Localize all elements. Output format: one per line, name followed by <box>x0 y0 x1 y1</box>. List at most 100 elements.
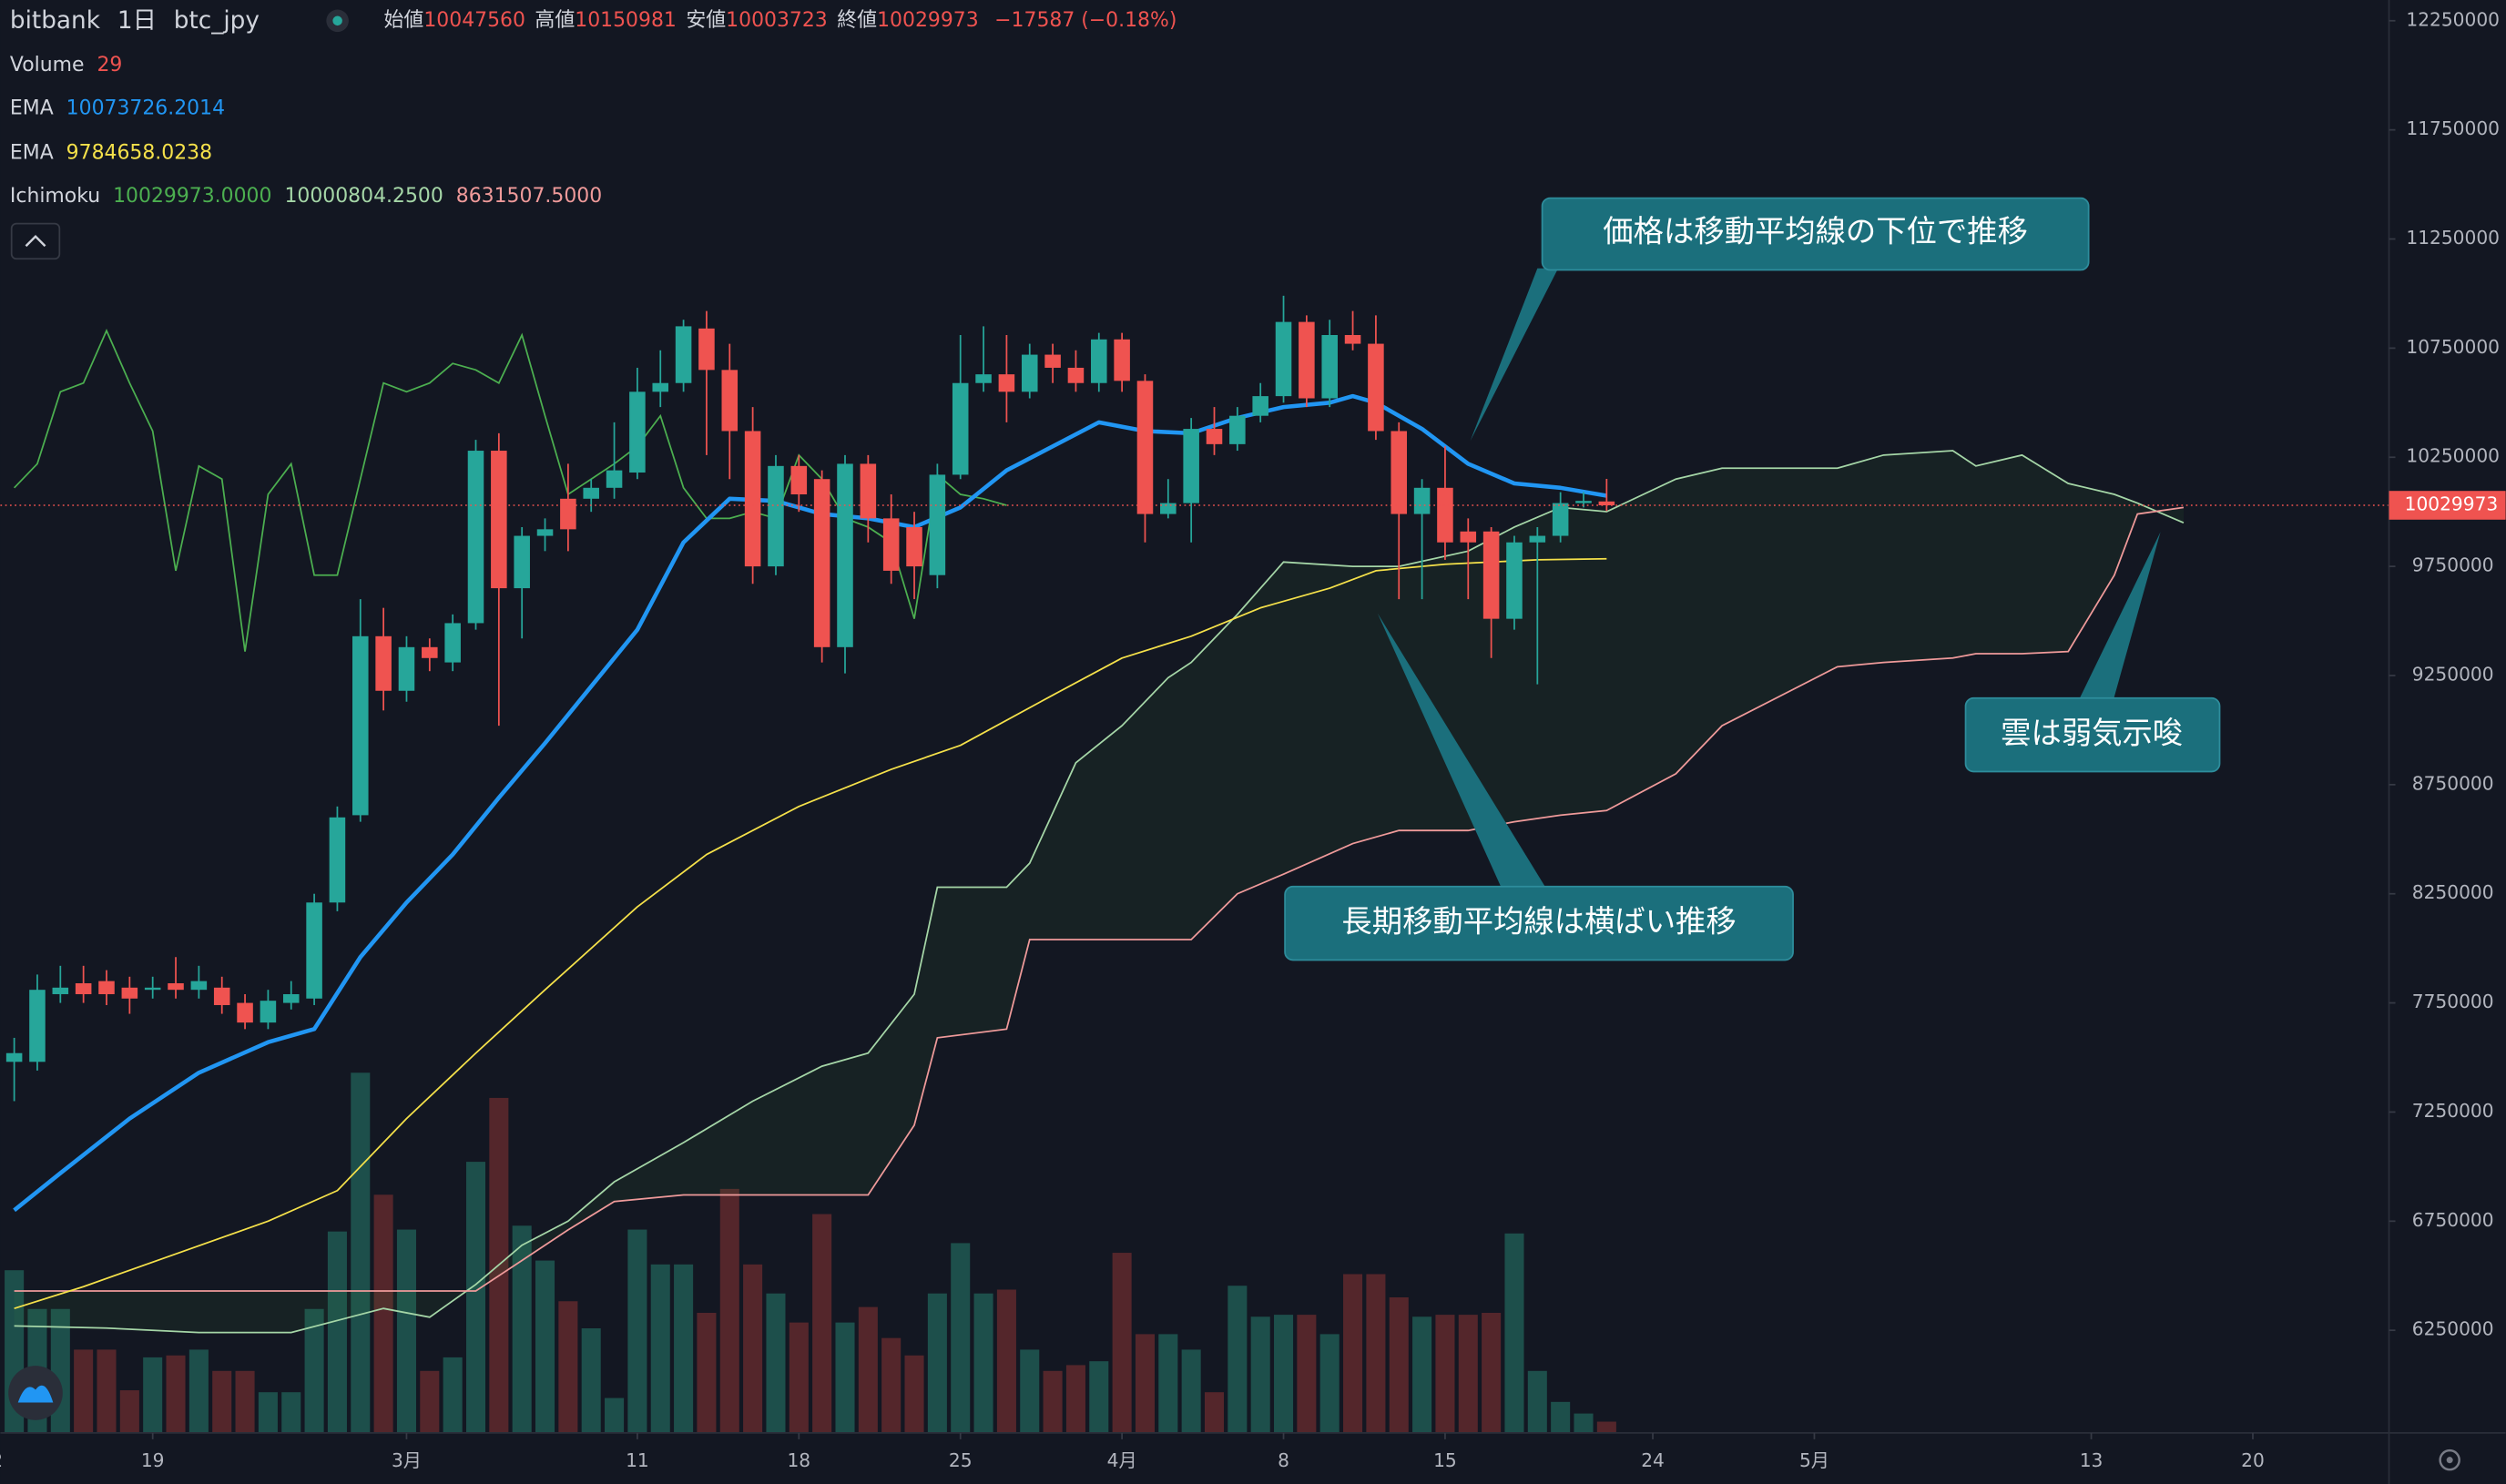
volume-bar <box>258 1392 278 1433</box>
legend-name: Ichimoku <box>10 185 100 208</box>
annotation-box <box>1541 197 2090 271</box>
x-tick-label: 12 <box>0 1449 3 1471</box>
volume-bar <box>1458 1315 1478 1433</box>
volume-bar <box>1527 1370 1547 1433</box>
candle-body <box>1136 381 1154 514</box>
volume-bar <box>1250 1316 1270 1433</box>
y-tick-label: 12250000 <box>2406 8 2500 30</box>
volume-bar <box>1158 1334 1178 1433</box>
volume-bar <box>1274 1315 1294 1433</box>
candle-body <box>698 328 715 371</box>
candle-body <box>1460 531 1477 543</box>
volume-bar <box>327 1231 347 1433</box>
candle-body <box>329 817 346 903</box>
candle-body <box>1506 542 1523 619</box>
candle-body <box>306 902 322 999</box>
y-tick-label: 6250000 <box>2412 1318 2494 1340</box>
ema-legend: EMA 9784658.0238 <box>10 141 212 164</box>
candle-body <box>536 529 554 536</box>
candle-body <box>1391 431 1408 514</box>
volume-bar <box>951 1243 971 1433</box>
candle-body <box>190 981 208 991</box>
annotation-box <box>1964 696 2221 773</box>
volume-bar <box>465 1162 486 1433</box>
high-value: 10150981 <box>575 9 677 32</box>
candle-body <box>282 993 300 1003</box>
candle-body <box>29 990 46 1062</box>
candle-body <box>1044 354 1061 368</box>
last-price-box <box>2389 491 2506 520</box>
candle-body <box>375 635 392 691</box>
settings-button[interactable] <box>2439 1448 2460 1471</box>
volume-bar <box>212 1370 232 1433</box>
close-value: 10029973 <box>877 9 979 32</box>
annotation-text: 価格は移動平均線の下位で推移 <box>1603 214 2028 249</box>
y-tick-label: 11750000 <box>2406 117 2500 139</box>
candle-body <box>1529 535 1546 543</box>
legend-value: 29 <box>97 54 122 76</box>
candle-body <box>75 983 92 994</box>
volume-bar <box>605 1398 625 1433</box>
volume-bar <box>627 1229 647 1433</box>
y-tick-label: 9250000 <box>2412 663 2494 685</box>
volume-bar <box>558 1301 578 1433</box>
ema-line <box>14 557 1607 1310</box>
candle-body <box>237 1002 253 1023</box>
candle-body <box>144 987 161 991</box>
symbol: btc_jpy <box>174 6 260 34</box>
candle-body <box>882 518 900 571</box>
exchange: bitbank <box>10 6 101 34</box>
volume-bar <box>97 1349 117 1433</box>
candle-body <box>1252 396 1268 416</box>
y-tick-label: 7750000 <box>2412 991 2494 1012</box>
candle-body <box>560 498 576 530</box>
candle-body <box>975 374 992 383</box>
logo[interactable] <box>8 1366 63 1420</box>
candle-body <box>1482 531 1500 619</box>
volume-bar <box>1065 1365 1085 1433</box>
high-label: 高値 <box>535 9 575 32</box>
candle-body <box>352 635 369 816</box>
close-label: 終値 <box>837 9 877 32</box>
candle-body <box>98 981 115 994</box>
volume-bar <box>650 1264 670 1433</box>
y-tick-label: 11250000 <box>2406 227 2500 249</box>
candle-body <box>1229 415 1246 444</box>
volume-bar <box>1551 1401 1571 1433</box>
ichimoku-lead-a <box>14 450 2185 1334</box>
volume-bar <box>420 1370 440 1433</box>
x-tick-label: 19 <box>141 1449 165 1471</box>
candle-body <box>860 463 877 519</box>
candle-body <box>675 326 692 383</box>
volume-bar <box>719 1188 739 1433</box>
annotation-text: 長期移動平均線は横ばい推移 <box>1341 904 1736 940</box>
ichimoku-lead-b <box>14 506 2185 1292</box>
axes: 6250000 6750000 7250000 7750000 8250000 87500… <box>0 8 2506 1471</box>
volume-bar <box>1389 1296 1409 1433</box>
candle-body <box>422 646 438 658</box>
x-tick-label: 11 <box>626 1449 649 1471</box>
volume-bar <box>1204 1392 1225 1433</box>
legend-value: 10000804.2500 <box>284 185 443 208</box>
open-value: 10047560 <box>423 9 525 32</box>
volume-bar <box>743 1264 763 1433</box>
change: −17587 (−0.18%) <box>994 9 1177 32</box>
candle-body <box>837 463 853 647</box>
candle-body <box>444 623 461 663</box>
y-tick-label: 6750000 <box>2412 1209 2494 1231</box>
candle-body <box>1067 367 1085 383</box>
candle-body <box>467 451 484 624</box>
ichimoku-legend: Ichimoku 10029973.0000 10000804.2500 863… <box>10 185 602 208</box>
last-price-label: 10029973 <box>2405 493 2499 514</box>
volume-bar <box>904 1355 924 1433</box>
low-value: 10003723 <box>726 9 828 32</box>
volume-bar <box>1089 1361 1109 1433</box>
legend-value: 10073726.2014 <box>66 97 225 119</box>
volume-bar <box>881 1337 902 1433</box>
candle-body <box>1206 429 1223 444</box>
volume-bar <box>1343 1274 1363 1433</box>
volume-bar <box>166 1355 186 1433</box>
collapse-button[interactable] <box>10 222 61 260</box>
volume-bar <box>789 1322 809 1433</box>
